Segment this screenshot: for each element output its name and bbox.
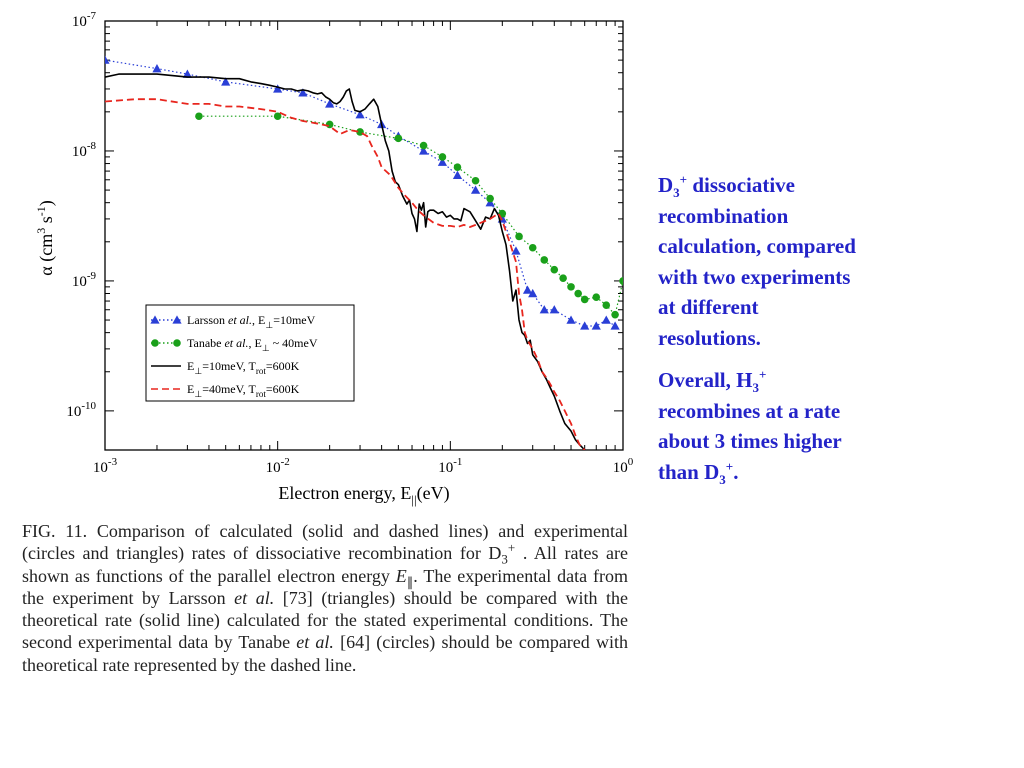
side-note-paragraph-1: D3+ dissociative recombination calculati… (658, 172, 856, 350)
dissociative-recombination-chart: 10-3 10-2 10-1 100 10-7 10-8 10-9 10-10 α (cm3 … (34, 10, 634, 507)
y-tick-label: 10-8 (72, 140, 97, 160)
tanabe-data-point (325, 120, 334, 129)
tanabe-data-point (394, 134, 403, 143)
legend-marker-triangle (150, 315, 160, 324)
tanabe-data-point (540, 256, 549, 264)
larsson-data-point (610, 321, 620, 330)
tanabe-data-point (528, 243, 537, 252)
larsson-data-point (539, 305, 549, 314)
tanabe-data-point (195, 112, 203, 121)
tanabe-data-point (486, 194, 494, 203)
svg-text:α (cm3 s-1): α (cm3 s-1) (34, 200, 57, 275)
legend-marker-circle (173, 339, 181, 347)
tanabe-data-point (602, 301, 611, 310)
legend-label-larsson: Larsson et al., E⊥=10meV (187, 313, 316, 330)
larsson-data-point (452, 170, 463, 179)
larsson-data-point (273, 84, 283, 93)
larsson-data-point (470, 185, 481, 194)
caption-fig-label: FIG. 11. (22, 521, 88, 541)
larsson-data-point (549, 305, 559, 314)
larsson-data-point (591, 321, 601, 330)
figure-caption: FIG. 11. Comparison of calculated (solid… (22, 521, 628, 675)
larsson-data-point (355, 110, 365, 119)
tanabe-data-point (453, 163, 462, 171)
series-larsson (105, 55, 620, 330)
legend-label-dashed: E⊥=40meV, Trot=600K (187, 382, 300, 399)
larsson-data-point (601, 315, 611, 324)
larsson-data-point (528, 288, 538, 298)
tanabe-data-point (611, 310, 619, 319)
larsson-data-point (511, 246, 521, 255)
larsson-data-point (152, 64, 162, 73)
larsson-data-point (221, 77, 231, 86)
y-tick-label: 10-7 (72, 10, 97, 30)
tanabe-data-point (567, 283, 575, 291)
legend-box (145, 304, 355, 402)
x-tick-label: 10-3 (93, 456, 118, 476)
tanabe-data-point (580, 295, 589, 304)
legend-label-solid: E⊥=10meV, Trot=600K (187, 359, 300, 376)
larsson-data-point (182, 69, 192, 78)
plot-frame (104, 20, 624, 451)
series-line-dashed (105, 98, 586, 450)
series-layer (105, 55, 623, 450)
axis-ticks: 10-3 10-2 10-1 100 10-7 10-8 10-9 10-10 (66, 10, 633, 476)
tanabe-data-point (559, 274, 567, 282)
tanabe-data-point (574, 289, 582, 298)
larsson-data-point (298, 88, 308, 97)
tanabe-data-point (550, 265, 559, 274)
y-axis-label: α (cm3 s-1) (34, 200, 57, 275)
series-solid (105, 73, 586, 450)
series-line-solid (105, 73, 586, 450)
tanabe-data-point (273, 112, 282, 121)
larsson-data-point (522, 285, 533, 294)
tanabe-data-point (471, 176, 480, 185)
tanabe-data-point (515, 232, 523, 241)
larsson-data-point (566, 315, 576, 324)
side-note: D3+ dissociative recombination calculati… (658, 170, 858, 499)
tanabe-data-point (438, 153, 447, 161)
series-line-larsson (105, 59, 616, 327)
series-line-tanabe (198, 115, 623, 316)
larsson-data-point (580, 321, 590, 330)
chart-legend: Larsson et al., E⊥=10meV Tanabe et al., E… (145, 304, 355, 402)
tanabe-data-point (419, 141, 428, 150)
x-axis-label: Electron energy, E||(eV) (278, 483, 449, 507)
tanabe-data-point (592, 293, 601, 301)
tanabe-data-point (619, 277, 623, 285)
y-tick-label: 10-10 (66, 400, 96, 420)
legend-marker-circle (151, 339, 159, 347)
x-tick-label: 10-1 (438, 456, 462, 476)
y-tick-label: 10-9 (72, 270, 97, 290)
legend-marker-triangle (172, 315, 182, 324)
series-tanabe (195, 112, 623, 319)
side-note-paragraph-2: Overall, H3+ recombines at a rate about … (658, 367, 842, 487)
larsson-data-point (325, 99, 335, 108)
legend-label-tanabe: Tanabe et al., E⊥ ~ 40meV (187, 336, 318, 353)
larsson-data-point (105, 55, 110, 64)
larsson-data-point (437, 157, 448, 166)
x-tick-label: 100 (613, 456, 634, 476)
x-tick-label: 10-2 (266, 456, 290, 476)
larsson-data-point (418, 146, 429, 155)
series-dashed (105, 98, 586, 450)
